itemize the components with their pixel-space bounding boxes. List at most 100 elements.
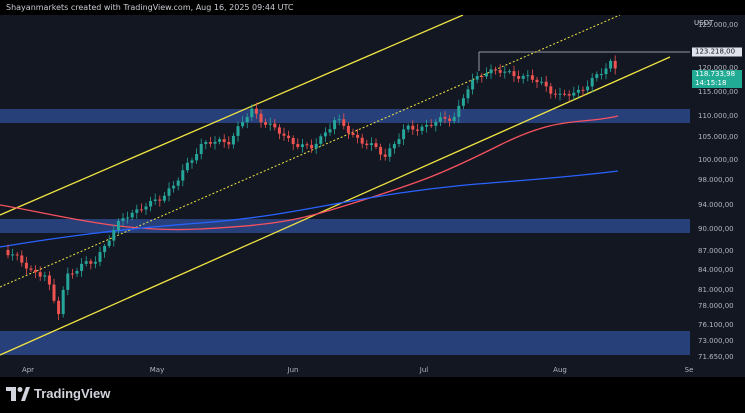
candle-body <box>310 144 314 149</box>
candle-body <box>457 105 461 117</box>
price-axis-label: 71.650,00 <box>698 353 734 361</box>
moving-average-red[interactable] <box>0 115 619 231</box>
candle-body <box>38 272 42 277</box>
candle-body <box>567 94 571 96</box>
candle-body <box>498 69 502 73</box>
channel-lower-line[interactable] <box>0 56 671 356</box>
candle-body <box>241 122 245 127</box>
candle-body <box>438 117 442 122</box>
price-axis-label: 105.000,00 <box>698 133 739 141</box>
candle-body <box>484 73 488 77</box>
price-chart[interactable] <box>0 14 690 363</box>
candle-body <box>66 273 70 290</box>
candle-body <box>530 75 534 80</box>
price-axis-label: 115.000,00 <box>698 88 739 96</box>
candle-body <box>29 268 33 270</box>
candle-body <box>475 76 479 80</box>
support-zone-low <box>0 331 690 355</box>
candle-body <box>208 142 212 144</box>
candle-body <box>268 123 272 125</box>
price-axis[interactable]: USDT 125.000,00 120.000,00 115.000,00 110.0… <box>690 15 745 363</box>
candle-body <box>314 143 318 149</box>
candle-body <box>319 136 323 144</box>
candle-body <box>572 92 576 96</box>
candle-body <box>47 275 51 285</box>
price-axis-label: 120.000,00 <box>698 64 739 72</box>
candle-body <box>227 142 231 145</box>
candle-body <box>93 261 97 264</box>
candle-body <box>61 289 65 315</box>
candle-body <box>259 113 263 123</box>
candle-body <box>6 250 10 256</box>
candlestick-series[interactable] <box>6 55 617 321</box>
candle-body <box>535 79 539 83</box>
tradingview-logo[interactable]: TradingView <box>6 386 110 401</box>
candle-body <box>379 146 383 155</box>
candle-body <box>250 108 254 118</box>
candle-body <box>360 137 364 144</box>
footer: TradingView <box>0 378 745 413</box>
candle-body <box>254 108 258 114</box>
candle-body <box>411 125 415 130</box>
candle-body <box>75 270 79 274</box>
price-axis-label: 98.000,00 <box>698 176 734 184</box>
candle-body <box>388 148 392 157</box>
time-axis[interactable]: Apr May Jun Jul Aug Se <box>0 363 745 377</box>
candle-body <box>70 273 74 275</box>
candle-body <box>595 74 599 78</box>
candle-body <box>107 240 111 246</box>
candle-body <box>480 76 484 78</box>
candle-body <box>581 89 585 91</box>
price-axis-label: 84.000,00 <box>698 266 734 274</box>
last-price-tag: 118.733,98 14:15:18 <box>692 70 742 88</box>
candle-body <box>218 139 222 142</box>
candle-body <box>287 135 291 138</box>
candle-body <box>383 154 387 157</box>
candle-countdown: 14:15:18 <box>695 79 727 87</box>
moving-average-blue[interactable] <box>0 170 619 248</box>
candle-body <box>369 143 373 146</box>
price-axis-label: 94.000,00 <box>698 201 734 209</box>
candle-body <box>517 76 521 79</box>
candle-body <box>139 209 143 211</box>
candle-body <box>213 141 217 144</box>
candle-body <box>553 93 557 95</box>
candle-body <box>57 300 61 315</box>
candle-body <box>544 81 548 87</box>
candle-body <box>328 129 332 133</box>
candle-body <box>333 120 337 130</box>
chart-canvas[interactable] <box>0 14 690 363</box>
resistance-zone <box>0 109 690 123</box>
candle-body <box>112 230 116 241</box>
candle-body <box>181 170 185 181</box>
candle-body <box>80 263 84 271</box>
candle-body <box>185 162 189 171</box>
candle-body <box>392 144 396 149</box>
price-axis-label: 81.000,00 <box>698 286 734 294</box>
candle-body <box>222 139 226 143</box>
candle-body <box>167 188 171 196</box>
candle-body <box>282 133 286 136</box>
candle-body <box>356 134 360 138</box>
candle-body <box>342 119 346 126</box>
channel-upper-line[interactable] <box>0 14 464 216</box>
candle-body <box>300 144 304 147</box>
tradingview-logo-icon <box>6 386 30 401</box>
candle-body <box>277 127 281 134</box>
candle-body <box>52 284 56 301</box>
candle-body <box>590 77 594 87</box>
candle-body <box>351 132 355 135</box>
currency-label: USDT <box>694 19 714 27</box>
candle-body <box>153 199 157 201</box>
candle-body <box>549 86 553 94</box>
candle-body <box>415 129 419 131</box>
candle-body <box>563 93 567 95</box>
channel-midline[interactable] <box>0 14 621 288</box>
candle-body <box>434 121 438 126</box>
candle-body <box>374 143 378 147</box>
candle-body <box>135 209 139 213</box>
candle-body <box>420 126 424 131</box>
candle-body <box>144 206 148 210</box>
brand-name: TradingView <box>34 386 111 401</box>
candle-body <box>15 254 19 256</box>
